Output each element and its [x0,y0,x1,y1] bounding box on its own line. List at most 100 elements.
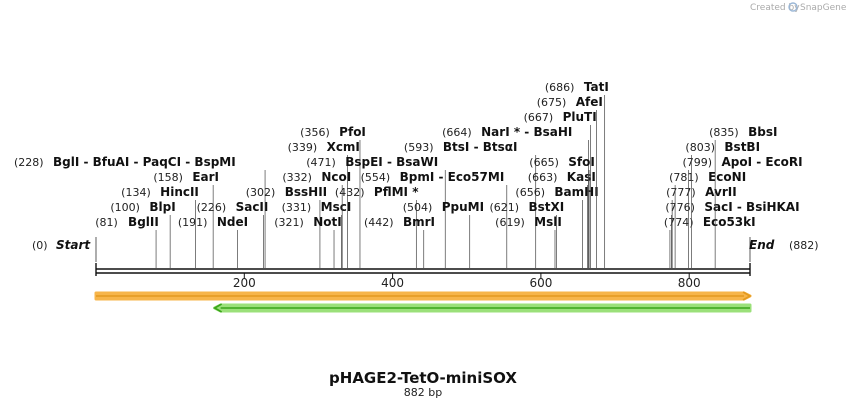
site-position: (665) [529,156,559,169]
restriction-site[interactable]: (228) BglI - BfuAI - PaqCI - BspMI [14,155,266,268]
site-enzyme-name: BtsI - BtsαI [443,140,518,154]
site-enzyme-name: AvrII [705,185,737,199]
restriction-site[interactable]: (331) MscI [282,200,352,268]
restriction-site[interactable]: (776) SacI - BsiHKAI [665,200,800,268]
green-feature[interactable] [213,303,752,313]
scale-tick-label: 800 [678,276,701,290]
site-enzyme-name: PluTI [563,110,597,124]
start-marker: (0) Start [32,237,97,262]
site-position: (799) [682,156,712,169]
restriction-site[interactable]: (158) EarI [153,170,219,268]
scale-ticks: 200 400 600 800 [233,273,701,290]
restriction-site[interactable]: (226) SacII [197,200,269,268]
site-position: (191) [178,216,208,229]
site-position: (321) [274,216,304,229]
site-position: (667) [524,111,554,124]
site-position: (339) [288,141,318,154]
scale-tick-label: 600 [529,276,552,290]
site-position: (554) [361,171,391,184]
restriction-site[interactable]: (686) TatI [545,80,609,268]
restriction-site[interactable]: (803) BstBI [685,140,760,268]
site-position: (835) [709,126,739,139]
site-enzyme-name: EarI [192,170,219,184]
restriction-site[interactable]: (191) NdeI [178,215,248,268]
restriction-site[interactable]: (442) BmrI [364,215,435,268]
restriction-site[interactable]: (100) BlpI [110,200,176,268]
restriction-site[interactable]: (332) NcoI [282,170,351,268]
site-enzyme-name: SacII [236,200,269,214]
restriction-site[interactable]: (835) BbsI [709,125,777,268]
site-enzyme-name: BpmI - Eco57MI [400,170,505,184]
site-enzyme-name: SfoI [568,155,595,169]
feature-arrowhead-icon [742,291,752,301]
restriction-sites: (81) BglII(100) BlpI(134) HincII(158) EarI(1… [14,80,803,268]
restriction-site[interactable]: (356) PfoI [300,125,366,268]
site-enzyme-name: XcmI [327,140,360,154]
site-enzyme-name: ApoI - EcoRI [721,155,802,169]
restriction-site[interactable]: (504) PpuMI [403,200,484,268]
site-position: (100) [110,201,140,214]
restriction-site[interactable]: (619) MslI [495,215,562,268]
site-enzyme-name: PpuMI [442,200,484,214]
site-enzyme-name: MscI [321,200,352,214]
scale-tick-label: 200 [233,276,256,290]
site-enzyme-name: BglII [128,215,159,229]
snapgene-brand: SnapGene [800,3,846,13]
site-position: (471) [306,156,336,169]
site-position: (774) [664,216,694,229]
restriction-site[interactable]: (432) PflMI * [335,185,419,268]
end-label: End [749,238,775,252]
site-enzyme-name: BssHII [285,185,327,199]
site-position: (776) [665,201,695,214]
site-position: (228) [14,156,44,169]
site-enzyme-name: BlpI [149,200,175,214]
site-position: (593) [404,141,434,154]
site-enzyme-name: PflMI * [374,185,419,199]
site-enzyme-name: SacI - BsiHKAI [704,200,799,214]
site-position: (663) [528,171,558,184]
site-enzyme-name: NdeI [217,215,248,229]
restriction-site[interactable]: (471) BspEI - BsaWI [306,155,446,268]
site-position: (226) [197,201,227,214]
restriction-site[interactable]: (321) NotI [274,215,342,268]
restriction-site[interactable]: (302) BssHII [246,185,327,268]
site-position: (81) [95,216,118,229]
site-enzyme-name: NcoI [321,170,351,184]
site-enzyme-name: BspEI - BsaWI [345,155,438,169]
site-enzyme-name: BglI - BfuAI - PaqCI - BspMI [53,155,236,169]
restriction-site[interactable]: (664) NarI * - BsaHI [442,125,589,268]
site-position: (781) [669,171,699,184]
site-position: (621) [489,201,519,214]
end-position: (882) [789,239,819,252]
site-enzyme-name: BstXI [528,200,564,214]
restriction-site[interactable]: (665) SfoI [529,155,595,268]
created-by-text: Created by [750,3,800,13]
site-position: (332) [282,171,312,184]
orange-feature[interactable] [94,291,752,301]
start-position: (0) [32,239,48,252]
site-position: (664) [442,126,472,139]
site-position: (432) [335,186,365,199]
restriction-site[interactable]: (593) BtsI - BtsαI [404,140,537,268]
site-position: (686) [545,81,575,94]
site-enzyme-name: BstBI [724,140,760,154]
dna-backbone [95,263,751,276]
restriction-site[interactable]: (799) ApoI - EcoRI [682,155,803,268]
feature-arrowhead-icon [213,303,223,313]
restriction-site[interactable]: (554) BpmI - Eco57MI [361,170,508,268]
restriction-site[interactable]: (774) Eco53kI [664,215,756,268]
site-position: (158) [153,171,183,184]
site-position: (803) [685,141,715,154]
end-marker: End (882) [749,237,819,262]
restriction-site[interactable]: (667) PluTI [524,110,597,268]
restriction-site[interactable]: (675) AfeI [537,95,603,268]
site-enzyme-name: HincII [160,185,199,199]
restriction-site[interactable]: (134) HincII [121,185,199,268]
restriction-site[interactable]: (339) XcmI [288,140,360,268]
restriction-site[interactable]: (621) BstXI [489,200,564,268]
site-position: (619) [495,216,525,229]
site-enzyme-name: BbsI [748,125,777,139]
site-enzyme-name: Eco53kI [703,215,756,229]
restriction-site[interactable]: (81) BglII [95,215,159,268]
